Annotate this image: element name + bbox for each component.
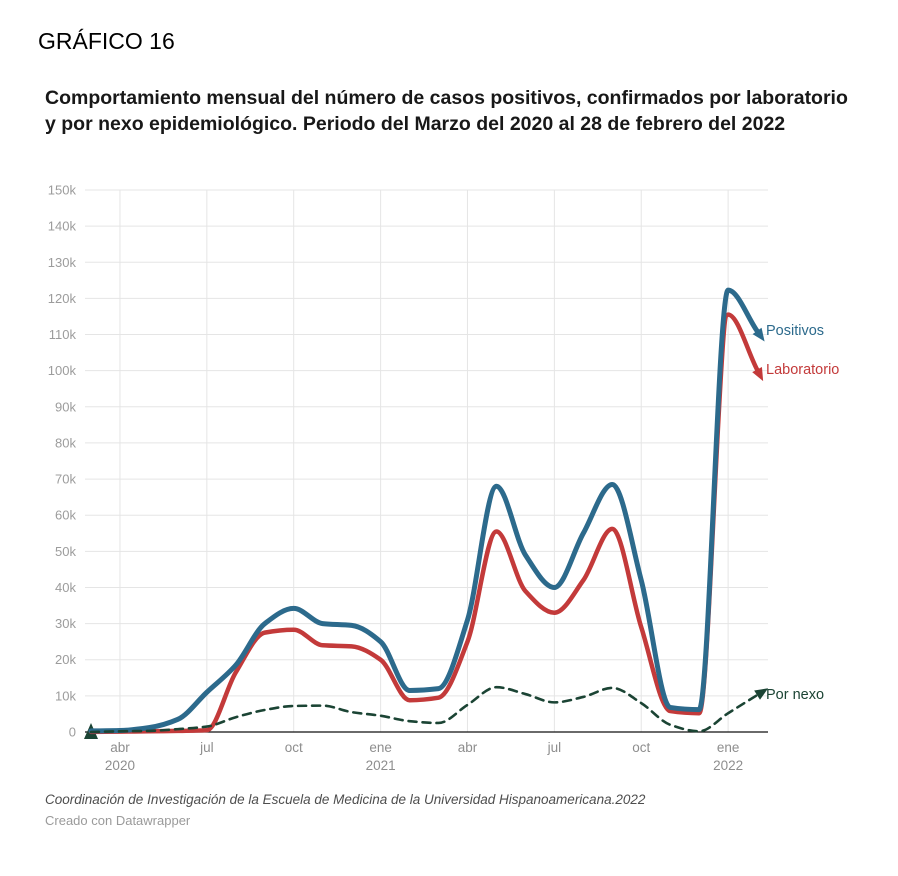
y-tick-label: 80k bbox=[55, 435, 76, 450]
footer-credit: Creado con Datawrapper bbox=[45, 813, 191, 828]
footer-source: Coordinación de Investigación de la Escu… bbox=[45, 792, 646, 807]
x-tick-label: ene bbox=[717, 740, 740, 755]
x-tick-label: oct bbox=[632, 740, 650, 755]
y-tick-label: 140k bbox=[48, 219, 77, 234]
y-tick-label: 70k bbox=[55, 472, 76, 487]
legend-label-positivos: Positivos bbox=[766, 323, 825, 339]
y-tick-label: 50k bbox=[55, 544, 76, 559]
x-tick-year-label: 2022 bbox=[713, 758, 743, 773]
y-tick-label: 0 bbox=[69, 725, 76, 740]
y-tick-label: 150k bbox=[48, 183, 77, 198]
x-tick-year-label: 2020 bbox=[105, 758, 135, 773]
x-tick-year-label: 2021 bbox=[366, 758, 396, 773]
y-tick-label: 10k bbox=[55, 688, 76, 703]
y-tick-label: 90k bbox=[55, 399, 76, 414]
x-tick-label: abr bbox=[110, 740, 130, 755]
x-tick-label: ene bbox=[369, 740, 392, 755]
x-tick-label: jul bbox=[547, 740, 562, 755]
series-line-positivos bbox=[88, 287, 760, 734]
x-tick-label: jul bbox=[199, 740, 214, 755]
series-line-laboratorio bbox=[88, 312, 760, 735]
y-tick-label: 60k bbox=[55, 508, 76, 523]
y-tick-label: 110k bbox=[49, 327, 77, 342]
legend-label-laboratorio: Laboratorio bbox=[766, 362, 840, 378]
series-line-por-nexo bbox=[89, 685, 759, 734]
y-tick-label: 120k bbox=[48, 291, 77, 306]
series-start-marker bbox=[84, 723, 98, 739]
y-tick-label: 30k bbox=[55, 616, 76, 631]
x-tick-label: abr bbox=[458, 740, 478, 755]
y-tick-label: 20k bbox=[55, 652, 76, 667]
y-tick-label: 100k bbox=[48, 363, 77, 378]
y-tick-label: 40k bbox=[55, 580, 76, 595]
x-tick-label: oct bbox=[285, 740, 303, 755]
legend-label-por-nexo: Por nexo bbox=[766, 687, 825, 703]
y-tick-label: 130k bbox=[48, 255, 77, 270]
chart-title: Comportamiento mensual del número de cas… bbox=[45, 87, 848, 135]
grafico-label: GRÁFICO 16 bbox=[38, 28, 175, 54]
